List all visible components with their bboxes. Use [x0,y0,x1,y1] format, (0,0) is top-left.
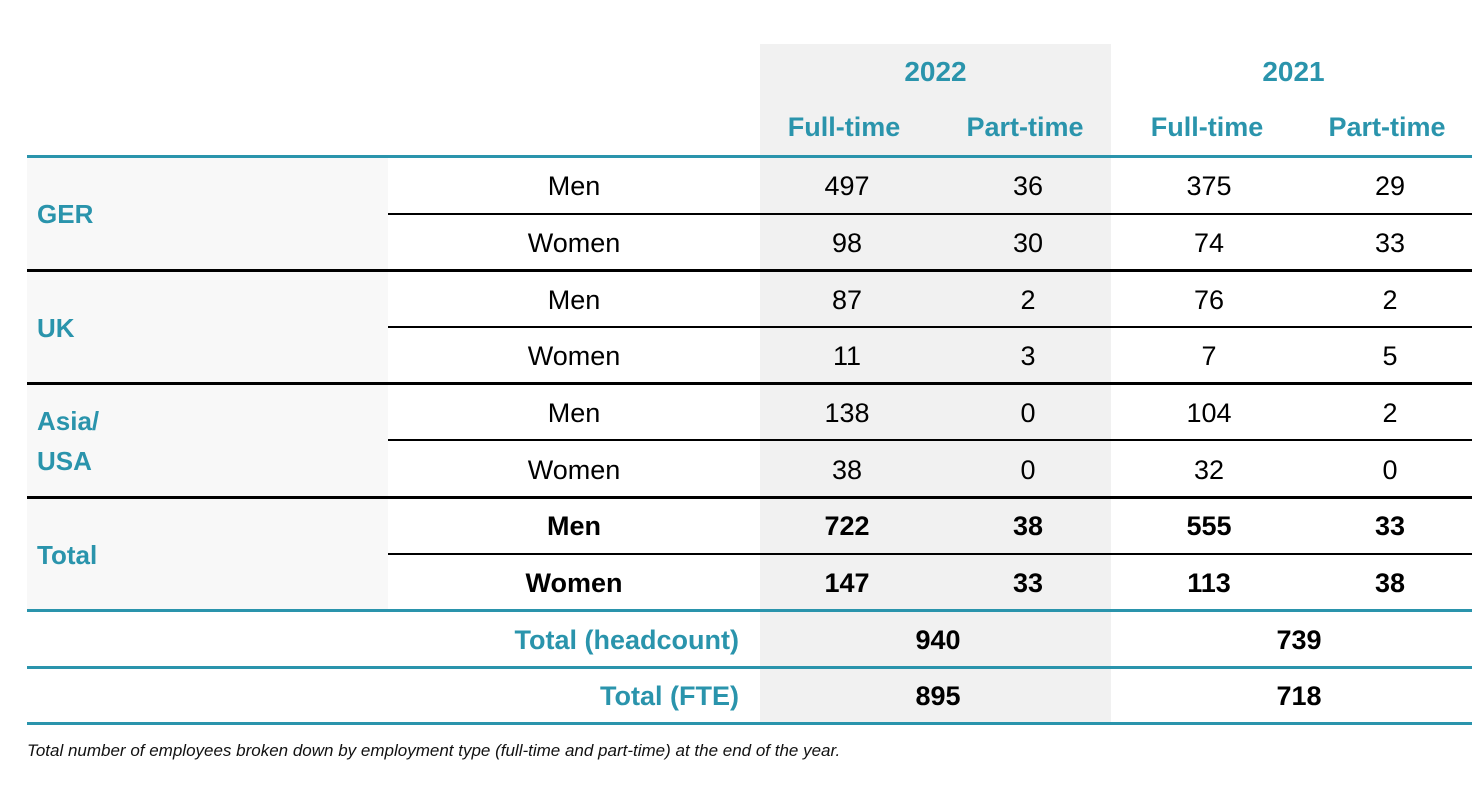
group-divider [27,496,1472,499]
group-label-ger: GER [37,199,94,229]
total-fte-2022: 895 [915,681,961,711]
table-cell: 74 [1193,228,1225,258]
row-divider [388,326,1472,328]
table-caption: Total number of employees broken down by… [27,741,841,760]
table-cell: 33 [1374,228,1406,258]
row-label-men: Men [547,171,601,201]
year-header-2022: 2022 [904,56,967,87]
group-label-asia: Asia/ [37,406,100,436]
table-cell: 87 [831,285,863,315]
group-divider [27,269,1472,272]
year-header-2021: 2021 [1262,56,1325,87]
subheader-2022-full-time: Full-time [787,112,901,142]
table-cell: 0 [1382,455,1398,485]
table-cell: 36 [1012,171,1044,201]
table-cell: 104 [1186,398,1232,428]
table-cell: 38 [831,455,863,485]
table-cell: 147 [824,568,870,598]
table-cell: 30 [1012,228,1044,258]
totals-divider [27,666,1472,669]
total-fte-2021: 718 [1276,681,1322,711]
row-label-men: Men [547,511,601,541]
table-cell: 98 [831,228,863,258]
table-cell: 0 [1020,455,1036,485]
group-label-usa: USA [37,446,92,476]
group-label-total: Total [37,540,98,570]
table-cell: 32 [1193,455,1225,485]
table-cell: 2 [1020,285,1036,315]
subheader-2021-full-time: Full-time [1150,112,1264,142]
table-bottom-border [27,722,1472,725]
total-fte-label: Total (FTE) [600,681,739,711]
row-label-women: Women [527,341,621,371]
total-headcount-2022: 940 [915,625,961,655]
subheader-2021-part-time: Part-time [1328,112,1446,142]
table-cell: 497 [824,171,870,201]
header-divider [27,155,1472,158]
table-cell: 722 [824,511,870,541]
table-cell: 2 [1382,285,1398,315]
table-cell: 555 [1186,511,1232,541]
table-cell: 5 [1382,341,1398,371]
table-cell: 2 [1382,398,1398,428]
row-divider [388,213,1472,215]
totals-divider [27,609,1472,612]
row-label-women: Women [527,455,621,485]
table-cell: 0 [1020,398,1036,428]
table-cell: 113 [1187,568,1231,598]
row-label-men: Men [547,398,601,428]
table-cell: 138 [824,398,870,428]
total-headcount-label: Total (headcount) [514,625,739,655]
table-cell: 7 [1201,341,1217,371]
table-cell: 38 [1374,568,1406,598]
row-label-men: Men [547,285,601,315]
table-cell: 3 [1020,341,1036,371]
subheader-2022-part-time: Part-time [966,112,1084,142]
row-divider [388,553,1472,555]
group-divider [27,382,1472,385]
row-label-women: Women [527,228,621,258]
table-cell: 76 [1193,285,1225,315]
group-label-uk: UK [37,313,75,343]
table-cell: 29 [1374,171,1406,201]
total-headcount-2021: 739 [1276,625,1322,655]
table-cell: 33 [1012,568,1044,598]
table-cell: 38 [1012,511,1044,541]
row-divider [388,439,1472,441]
row-label-women: Women [525,568,623,598]
table-cell: 375 [1186,171,1232,201]
table-cell: 33 [1374,511,1406,541]
table-cell: 11 [832,341,862,371]
